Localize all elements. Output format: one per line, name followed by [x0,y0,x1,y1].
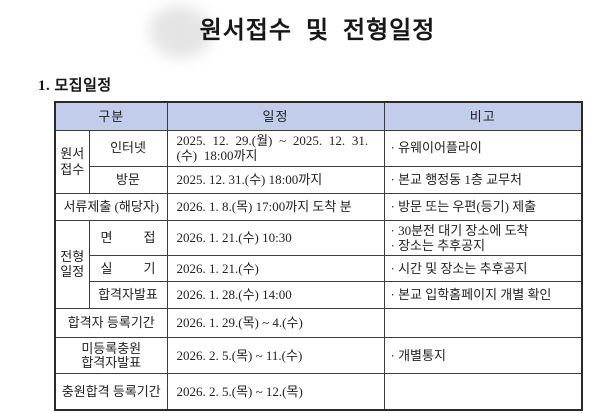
table-row: 합격자발표 2026. 1. 28.(수) 14:00 · 본교 입학홈페이지 … [55,281,583,310]
schedule-cell: 2026. 1. 21.(수) [166,255,385,283]
schedule-cell: 2026. 2. 5.(목) ~ 11.(수) [166,337,385,375]
category-cell: 충원합격 등록기간 [54,373,168,411]
note-cell: · 본교 입학홈페이지 개별 확인 [383,281,583,310]
table-row: 실 기 2026. 1. 21.(수) · 시간 및 장소는 추후공지 [55,255,583,283]
document-title: 원서접수 및 전형일정 [199,18,436,44]
note-cell: · 30분전 대기 장소에 도착 · 장소는 추후공지 [383,219,583,257]
category-cell: 미등록충원 합격자발표 [54,337,168,375]
schedule-cell: 2026. 1. 28.(수) 14:00 [166,281,385,310]
subcategory-cell: 합격자발표 [88,281,168,310]
table-row: 충원합격 등록기간 2026. 2. 5.(목) ~ 12.(목) [54,373,583,411]
subcategory-cell: 인터넷 [88,129,168,167]
table-row: 방문 2025. 12. 31.(수) 18:00까지 · 본교 행정동 1층 … [55,165,583,194]
group-cell: 전형일정 [54,219,90,310]
header-schedule: 일정 [166,101,385,131]
schedule-cell: 2025. 12. 29.(월) ~ 2025. 12. 31. (수) 18:… [166,129,385,167]
table-row: 미등록충원 합격자발표 2026. 2. 5.(목) ~ 11.(수) · 개별… [54,337,583,375]
table-row: 서류제출 (해당자) 2026. 1. 8.(목) 17:00까지 도착 분 ·… [54,192,583,221]
note-cell: · 개별통지 [383,337,583,375]
subcategory-cell: 실 기 [88,255,168,283]
note-cell [383,308,583,339]
note-cell [383,373,583,411]
schedule-cell: 2026. 2. 5.(목) ~ 12.(목) [166,373,385,411]
table-row: 원서접수 인터넷 2025. 12. 29.(월) ~ 2025. 12. 31… [54,129,583,194]
note-cell: · 방문 또는 우편(등기) 제출 [383,192,583,221]
schedule-table: 구분 일정 비고 원서접수 인터넷 2025. 12. 29.(월) ~ 202… [54,101,584,411]
header-note: 비고 [383,101,583,131]
table-row: 전형일정 면 접 2026. 1. 21.(수) 10:30 · 30분전 대기… [54,219,583,310]
group-cell: 원서접수 [54,129,90,194]
category-cell: 서류제출 (해당자) [54,192,168,221]
category-cell: 합격자 등록기간 [54,308,168,339]
schedule-cell: 2026. 1. 21.(수) 10:30 [166,219,385,257]
schedule-cell: 2026. 1. 8.(목) 17:00까지 도착 분 [166,192,385,221]
note-cell: · 유웨이어플라이 [383,129,583,167]
table-header-row: 구분 일정 비고 [54,101,583,131]
note-cell: · 본교 행정동 1층 교무처 [383,165,583,194]
subcategory-cell: 면 접 [88,219,168,257]
header-category: 구분 [54,101,168,131]
scan-artifact [150,6,212,58]
schedule-cell: 2026. 1. 29.(목) ~ 4.(수) [166,308,385,339]
schedule-cell: 2025. 12. 31.(수) 18:00까지 [166,165,385,194]
note-cell: · 시간 및 장소는 추후공지 [383,255,583,283]
table-row: 합격자 등록기간 2026. 1. 29.(목) ~ 4.(수) [54,308,583,339]
subcategory-cell: 방문 [88,165,168,194]
section-heading: 1. 모집일정 [38,78,112,94]
